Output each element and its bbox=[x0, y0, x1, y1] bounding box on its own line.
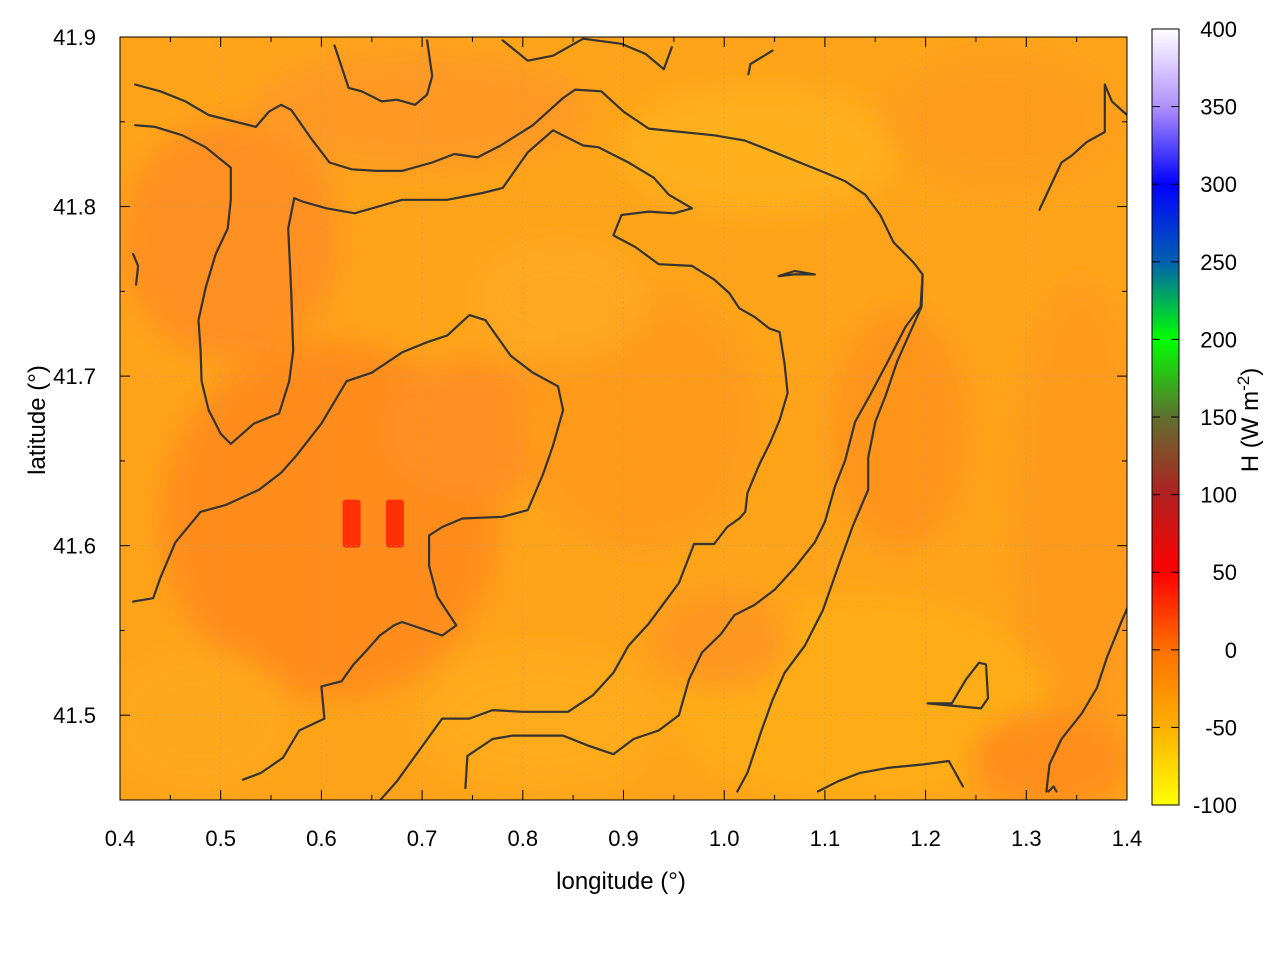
contour-line bbox=[464, 273, 924, 790]
x-tick-label: 0.5 bbox=[205, 826, 236, 851]
y-tick-label: 41.9 bbox=[53, 25, 96, 50]
colorbar-tick-label: 300 bbox=[1200, 172, 1237, 197]
x-tick-label: 1.2 bbox=[910, 826, 941, 851]
x-tick-label: 0.7 bbox=[407, 826, 438, 851]
x-axis: 0.4 0.5 0.6 0.7 0.8 0.9 1.0 1.1 1.2 1.3 1.4 bbox=[105, 37, 1143, 851]
contour-lines bbox=[132, 37, 1127, 800]
contour-line bbox=[501, 37, 673, 71]
colorbar-tick-label: -50 bbox=[1205, 715, 1237, 740]
x-tick-label: 1.0 bbox=[709, 826, 740, 851]
contour-line bbox=[777, 269, 816, 278]
colorbar-tick-label: 100 bbox=[1200, 483, 1237, 508]
hotspot-cell bbox=[342, 499, 361, 548]
colorbar-tick-label: 150 bbox=[1200, 405, 1237, 430]
contour-line bbox=[926, 661, 990, 710]
x-tick-label: 0.9 bbox=[608, 826, 639, 851]
contour-line bbox=[134, 83, 924, 793]
colorbar-tick-label: 50 bbox=[1213, 560, 1237, 585]
x-axis-title: longitude (°) bbox=[556, 868, 686, 895]
colorbar-tick-label: 0 bbox=[1225, 638, 1237, 663]
contour-line bbox=[132, 252, 140, 286]
contour-line bbox=[1045, 606, 1127, 793]
x-tick-label: 1.4 bbox=[1112, 826, 1143, 851]
y-axis-title: latitude (°) bbox=[24, 365, 51, 475]
colorbar-tick-label: -100 bbox=[1193, 793, 1237, 818]
heatmap-field bbox=[120, 37, 1127, 800]
y-axis: 41.5 41.6 41.7 41.8 41.9 bbox=[53, 25, 1127, 728]
colorbar-tick-label: 200 bbox=[1200, 327, 1237, 352]
x-tick-label: 0.4 bbox=[105, 826, 136, 851]
x-tick-label: 0.8 bbox=[508, 826, 539, 851]
colorbar-tick-label: 400 bbox=[1200, 17, 1237, 42]
y-tick-label: 41.7 bbox=[53, 364, 96, 389]
contour-line bbox=[816, 759, 964, 793]
contour-line bbox=[747, 49, 774, 76]
x-tick-label: 1.3 bbox=[1011, 826, 1042, 851]
colorbar-tick-label: 350 bbox=[1200, 95, 1237, 120]
contour-line bbox=[333, 39, 434, 106]
contour-line bbox=[1047, 785, 1058, 793]
x-tick-label: 0.6 bbox=[306, 826, 337, 851]
colorbar-tick-label: 250 bbox=[1200, 250, 1237, 275]
colorbar-label: H (W m-2) bbox=[1234, 368, 1264, 472]
grid-lines bbox=[120, 37, 1127, 800]
x-tick-label: 1.1 bbox=[810, 826, 841, 851]
contour-line bbox=[134, 124, 789, 800]
colorbar-ticks: -100 -50 0 50 100 150 200 250 300 350 400 bbox=[1152, 17, 1237, 818]
contour-line bbox=[132, 314, 565, 781]
contour-line bbox=[1038, 83, 1127, 211]
y-tick-label: 41.6 bbox=[53, 534, 96, 559]
y-tick-label: 41.5 bbox=[53, 703, 96, 728]
y-tick-label: 41.8 bbox=[53, 195, 96, 220]
hotspot-cell bbox=[385, 499, 404, 548]
